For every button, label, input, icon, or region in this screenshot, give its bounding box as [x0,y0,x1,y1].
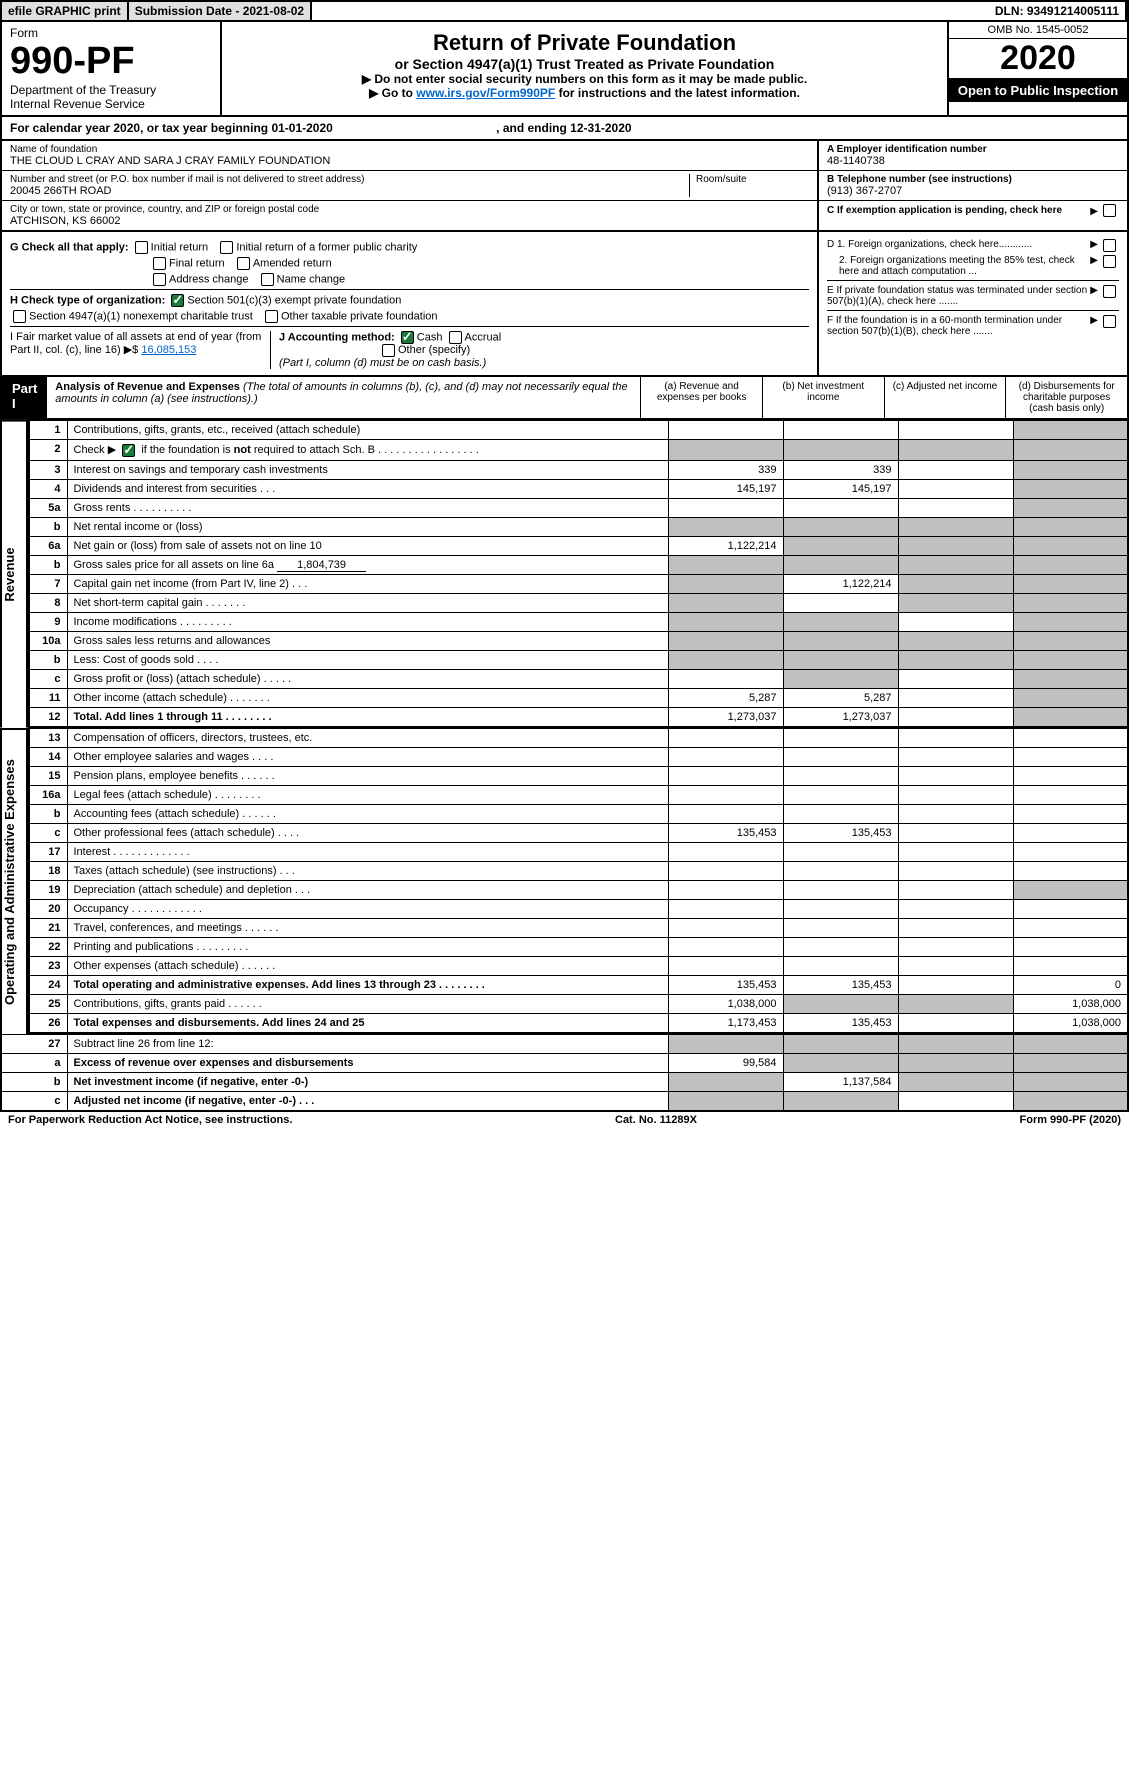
dln: DLN: 93491214005111 [989,2,1127,20]
col-d-head: (d) Disbursements for charitable purpose… [1005,377,1127,418]
form-label: Form [10,26,212,40]
cb-cash[interactable] [401,331,414,344]
form-header: Form 990-PF Department of the Treasury I… [0,22,1129,117]
calendar-year-row: For calendar year 2020, or tax year begi… [0,117,1129,141]
cb-e[interactable] [1103,285,1116,298]
footer-right: Form 990-PF (2020) [1020,1114,1121,1126]
j-note: (Part I, column (d) must be on cash basi… [279,357,486,369]
footer-left: For Paperwork Reduction Act Notice, see … [8,1114,292,1126]
revenue-side-label: Revenue [0,420,28,728]
cb-amended[interactable] [237,257,250,270]
part1-label: Part I [2,377,47,418]
phone: (913) 367-2707 [827,185,1119,197]
ein: 48-1140738 [827,155,1119,167]
phone-label: B Telephone number (see instructions) [827,174,1119,185]
cb-501c3[interactable] [171,294,184,307]
cb-4947[interactable] [13,310,26,323]
cb-initial[interactable] [135,241,148,254]
street-address: 20045 266TH ROAD [10,185,689,197]
info-block: Name of foundation THE CLOUD L CRAY AND … [0,141,1129,232]
ein-label: A Employer identification number [827,144,1119,155]
form-title: Return of Private Foundation [230,30,939,56]
submission-date: Submission Date - 2021-08-02 [129,2,312,20]
i-value: 16,085,153 [141,344,196,356]
expenses-table: 13Compensation of officers, directors, t… [28,728,1129,1034]
form-subtitle: or Section 4947(a)(1) Trust Treated as P… [230,56,939,72]
cb-f[interactable] [1103,315,1116,328]
d1-label: D 1. Foreign organizations, check here..… [827,239,1090,252]
revenue-table: 1Contributions, gifts, grants, etc., rec… [28,420,1129,728]
room-label: Room/suite [696,174,809,185]
foundation-name: THE CLOUD L CRAY AND SARA J CRAY FAMILY … [10,155,809,167]
cb-other-method[interactable] [382,344,395,357]
cb-final[interactable] [153,257,166,270]
addr-label: Number and street (or P.O. box number if… [10,174,689,185]
omb-number: OMB No. 1545-0052 [949,22,1127,39]
cb-name-change[interactable] [261,273,274,286]
cb-d1[interactable] [1103,239,1116,252]
d2-label: 2. Foreign organizations meeting the 85%… [827,255,1090,277]
part1-header: Part I Analysis of Revenue and Expenses … [0,377,1129,420]
line27-table: 27Subtract line 26 from line 12: aExcess… [0,1034,1129,1112]
j-label: J Accounting method: [279,331,395,343]
c-checkbox[interactable] [1103,204,1116,217]
g-label: G Check all that apply: [10,241,129,253]
cb-d2[interactable] [1103,255,1116,268]
topbar: efile GRAPHIC print Submission Date - 20… [0,0,1129,22]
irs-link[interactable]: www.irs.gov/Form990PF [416,86,555,100]
note-goto: ▶ Go to www.irs.gov/Form990PF for instru… [230,86,939,100]
dept-line1: Department of the Treasury [10,83,212,97]
checks-block: G Check all that apply: Initial return I… [0,232,1129,377]
e-label: E If private foundation status was termi… [827,285,1090,307]
tax-year: 2020 [949,39,1127,79]
f-label: F If the foundation is in a 60-month ter… [827,315,1090,337]
col-a-head: (a) Revenue and expenses per books [640,377,762,418]
name-label: Name of foundation [10,144,809,155]
cb-other-taxable[interactable] [265,310,278,323]
h-label: H Check type of organization: [10,294,165,306]
note-ssn: ▶ Do not enter social security numbers o… [230,72,939,86]
city-label: City or town, state or province, country… [10,204,809,215]
dept-line2: Internal Revenue Service [10,97,212,111]
col-b-head: (b) Net investment income [762,377,884,418]
cb-schb[interactable] [122,444,135,457]
expenses-side-label: Operating and Administrative Expenses [0,728,28,1034]
cb-initial-former[interactable] [220,241,233,254]
cb-addr-change[interactable] [153,273,166,286]
form-number: 990-PF [10,40,212,83]
page-footer: For Paperwork Reduction Act Notice, see … [0,1112,1129,1128]
cb-accrual[interactable] [449,331,462,344]
city-state-zip: ATCHISON, KS 66002 [10,215,809,227]
col-c-head: (c) Adjusted net income [884,377,1006,418]
footer-mid: Cat. No. 11289X [615,1114,697,1126]
i-label: I Fair market value of all assets at end… [10,331,261,356]
efile-btn[interactable]: efile GRAPHIC print [2,2,129,20]
c-label: C If exemption application is pending, c… [827,205,1090,216]
open-to-public: Open to Public Inspection [949,79,1127,102]
